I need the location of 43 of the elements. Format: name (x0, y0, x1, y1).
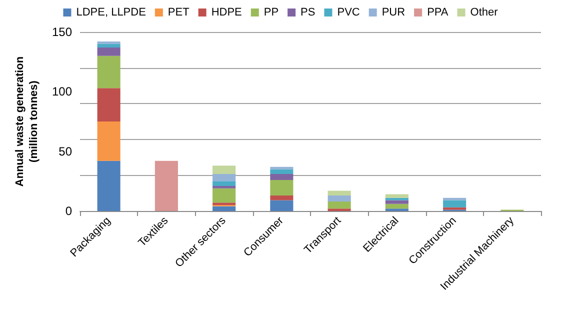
bar (212, 188, 236, 203)
bar (212, 181, 236, 186)
bar (97, 160, 120, 211)
bar (97, 88, 120, 122)
bar (385, 200, 408, 204)
y-tick-label: 150 (52, 25, 72, 39)
y-tick-label: 50 (58, 144, 72, 158)
legend-label: PVC (337, 6, 360, 18)
bar (212, 202, 236, 206)
bar (97, 56, 120, 88)
bar (212, 174, 236, 182)
y-tick-label: 0 (65, 204, 72, 218)
bar (212, 186, 236, 188)
legend-label: PPA (427, 6, 449, 18)
bar (212, 206, 236, 211)
bar (270, 195, 294, 200)
legend-label: Other (470, 6, 498, 18)
bar (154, 160, 178, 211)
bar (385, 194, 408, 198)
bar (328, 201, 351, 209)
bar (270, 200, 294, 211)
bar (328, 195, 351, 202)
y-tick-label: 100 (52, 84, 72, 99)
legend-label: PET (168, 6, 190, 18)
bar (212, 166, 236, 174)
legend-label: PP (264, 6, 279, 18)
bar (443, 198, 466, 200)
bar (97, 44, 120, 48)
y-axis-title: Annual waste generation (million tonnes) (14, 56, 40, 187)
bar (270, 180, 294, 196)
bar (443, 207, 466, 210)
bar (97, 122, 120, 161)
legend-label: PS (300, 6, 316, 18)
bar (270, 174, 294, 180)
bar (385, 198, 408, 200)
bar (97, 48, 120, 56)
legend-label: HDPE (211, 6, 242, 18)
bar (270, 169, 294, 174)
legend-label: LDPE, LLPDE (76, 6, 146, 18)
bar (443, 200, 466, 208)
bar (385, 204, 408, 209)
bar (328, 190, 351, 196)
legend-label: PUR (382, 6, 406, 18)
